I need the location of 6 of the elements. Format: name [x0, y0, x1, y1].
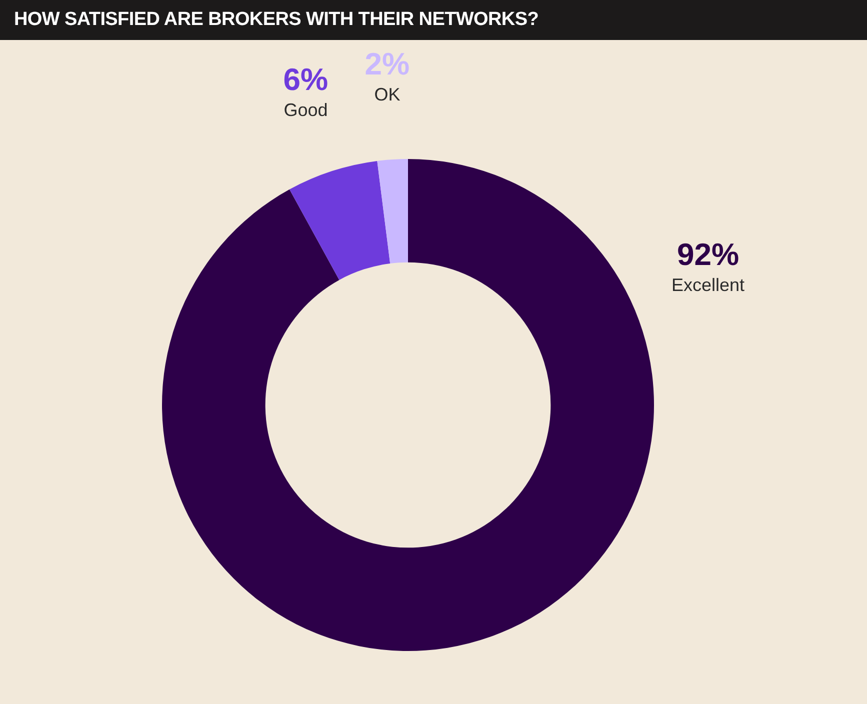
slice-label: Excellent: [671, 275, 745, 296]
slice-label: OK: [374, 84, 400, 105]
data-label: 6%: [283, 62, 328, 98]
slice-label: Good: [284, 100, 328, 120]
chart-title: HOW SATISFIED ARE BROKERS WITH THEIR NETWORKS?: [0, 0, 867, 40]
data-label: 92%: [676, 237, 740, 272]
